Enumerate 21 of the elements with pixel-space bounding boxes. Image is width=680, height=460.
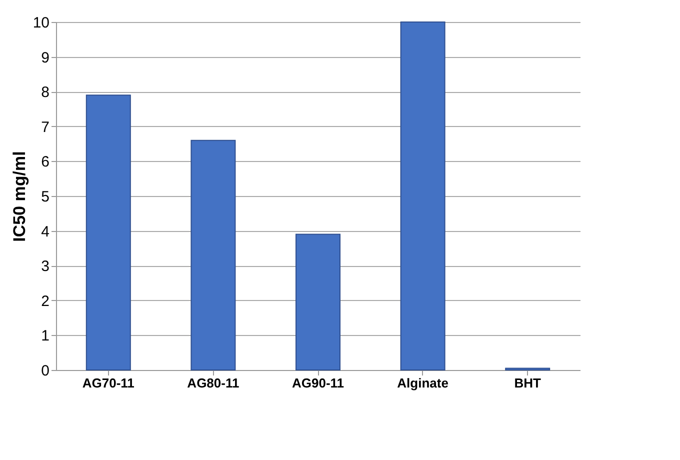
bar <box>400 22 446 370</box>
y-tick-label: 7 <box>41 118 50 136</box>
y-tick-label: 8 <box>41 84 50 102</box>
y-tick-label: 5 <box>41 188 50 206</box>
x-tick-label: Alginate <box>397 376 448 390</box>
y-tick-label: 1 <box>41 328 50 345</box>
y-tick-label: 10 <box>32 14 50 32</box>
bar <box>190 140 236 370</box>
x-tick-label: AG90-11 <box>292 376 344 390</box>
bar <box>86 94 131 370</box>
y-tick-label: 0 <box>41 362 50 380</box>
x-tick-label: AG80-11 <box>187 376 240 390</box>
bar <box>296 234 340 370</box>
y-tick-label: 6 <box>41 154 50 171</box>
y-tick-label: 4 <box>41 223 50 240</box>
y-axis-title: IC50 mg/ml <box>10 151 29 242</box>
y-tick-label: 3 <box>41 258 50 276</box>
x-tick-label: AG70-11 <box>82 376 134 390</box>
y-tick-label: 9 <box>41 49 50 66</box>
y-tick-label: 2 <box>41 292 50 310</box>
x-tick-label: BHT <box>514 376 542 390</box>
